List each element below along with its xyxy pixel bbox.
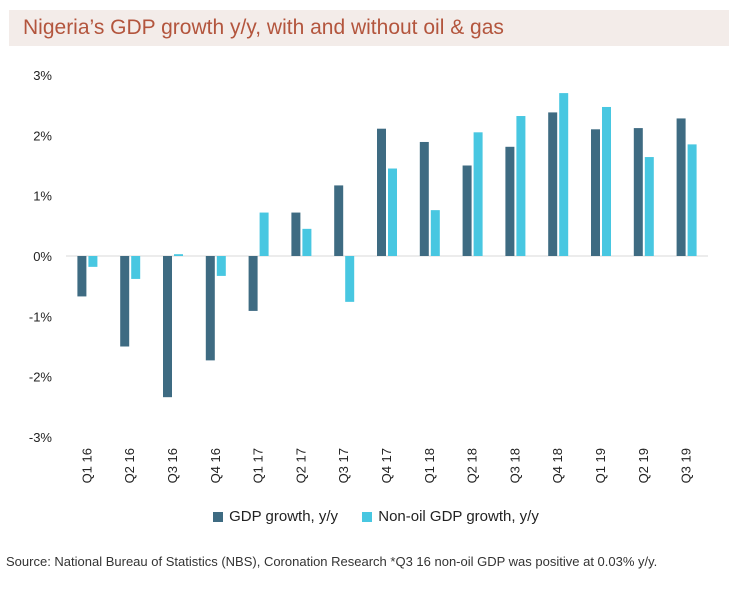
x-category-label: Q4 16 <box>208 448 223 483</box>
y-tick-label: -1% <box>29 309 53 324</box>
bar-nonoil <box>88 256 98 267</box>
x-category-label: Q2 18 <box>465 448 480 483</box>
bar-nonoil <box>430 210 440 256</box>
x-category-label: Q3 18 <box>507 448 522 483</box>
legend-label-nonoil: Non-oil GDP growth, y/y <box>378 508 539 525</box>
bar-nonoil <box>259 212 269 256</box>
bar-gdp <box>633 128 643 256</box>
x-category-label: Q2 17 <box>293 448 308 483</box>
bar-gdp <box>548 112 558 256</box>
bar-nonoil <box>345 256 355 302</box>
x-category-label: Q2 19 <box>636 448 651 483</box>
x-category-label: Q4 18 <box>550 448 565 483</box>
x-category-label: Q1 16 <box>79 448 94 483</box>
bar-nonoil <box>687 144 697 256</box>
y-tick-label: -2% <box>29 370 53 385</box>
bar-gdp <box>77 256 87 297</box>
bar-gdp <box>676 118 686 256</box>
bar-gdp <box>462 165 472 256</box>
title-bar: Nigeria’s GDP growth y/y, with and witho… <box>9 10 729 46</box>
bar-nonoil <box>516 116 526 256</box>
bar-gdp <box>163 256 172 398</box>
x-category-label: Q3 16 <box>165 448 180 483</box>
bar-gdp <box>291 212 301 256</box>
y-tick-label: 1% <box>33 189 52 204</box>
y-tick-label: 0% <box>33 249 52 264</box>
x-category-label: Q4 17 <box>379 448 394 483</box>
bar-nonoil <box>174 254 183 256</box>
bar-gdp <box>334 185 344 256</box>
x-category-label: Q1 18 <box>422 448 437 483</box>
legend-swatch-gdp <box>213 511 224 522</box>
legend-item-gdp: GDP growth, y/y <box>213 508 338 525</box>
bar-nonoil <box>131 256 141 279</box>
bar-gdp <box>377 128 386 256</box>
chart-plot: 3% 2% 1% 0% -1% -2% -3% Q1 16 Q2 16 Q3 16 Q4 16 Q1 … <box>29 68 708 483</box>
bar-gdp <box>419 141 429 256</box>
y-tick-label: 2% <box>33 128 52 143</box>
legend: GDP growth, y/y Non-oil GDP growth, y/y <box>0 508 752 526</box>
bar-nonoil <box>473 132 483 256</box>
bar-nonoil <box>644 157 654 256</box>
bar-gdp <box>591 129 600 256</box>
y-tick-label: -3% <box>29 430 53 445</box>
bar-nonoil <box>388 168 397 256</box>
bar-nonoil <box>216 256 226 276</box>
x-category-label: Q3 17 <box>336 448 351 483</box>
x-category-label: Q2 16 <box>122 448 137 483</box>
bar-gdp <box>205 256 215 361</box>
legend-swatch-nonoil <box>362 511 373 522</box>
bar-nonoil <box>302 228 312 256</box>
bar-gdp <box>120 256 130 347</box>
bar-gdp <box>505 146 515 256</box>
y-tick-label: 3% <box>33 68 52 83</box>
source-note: Source: National Bureau of Statistics (N… <box>6 554 658 569</box>
chart-title: Nigeria’s GDP growth y/y, with and witho… <box>23 16 504 39</box>
legend-label-gdp: GDP growth, y/y <box>229 508 339 525</box>
x-category-label: Q1 17 <box>251 448 266 483</box>
legend-item-nonoil: Non-oil GDP growth, y/y <box>362 508 539 525</box>
bar-gdp <box>248 256 258 311</box>
bar-nonoil <box>602 106 611 256</box>
bar-nonoil <box>559 93 569 256</box>
x-category-label: Q1 19 <box>593 448 608 483</box>
x-category-label: Q3 19 <box>679 448 694 483</box>
